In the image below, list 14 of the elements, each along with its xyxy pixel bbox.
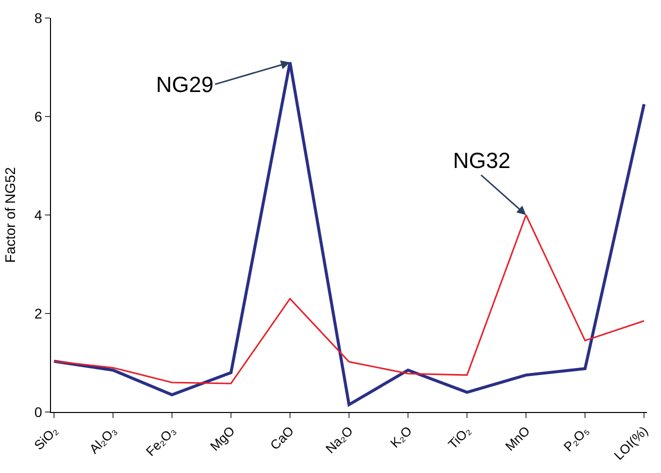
y-tick-label: 2 (34, 305, 42, 322)
y-tick-label: 8 (34, 10, 42, 26)
x-tick-label: P₂O₅ (560, 423, 592, 454)
annotation: NG29 (156, 72, 214, 97)
x-tick-label: CaO (267, 423, 297, 453)
line-series (52, 60, 646, 406)
y-tick-label: 6 (34, 108, 42, 124)
x-tick-label: TiO₂ (445, 423, 474, 452)
annotation: NG32 (453, 148, 510, 173)
y-axis-title: Factor of NG52 (2, 166, 18, 263)
x-tick-label: K₂O (387, 423, 415, 451)
x-tick-label: SiO₂ (31, 423, 61, 453)
y-tick-label: 4 (34, 206, 42, 223)
y-tick-label: 0 (34, 404, 42, 420)
